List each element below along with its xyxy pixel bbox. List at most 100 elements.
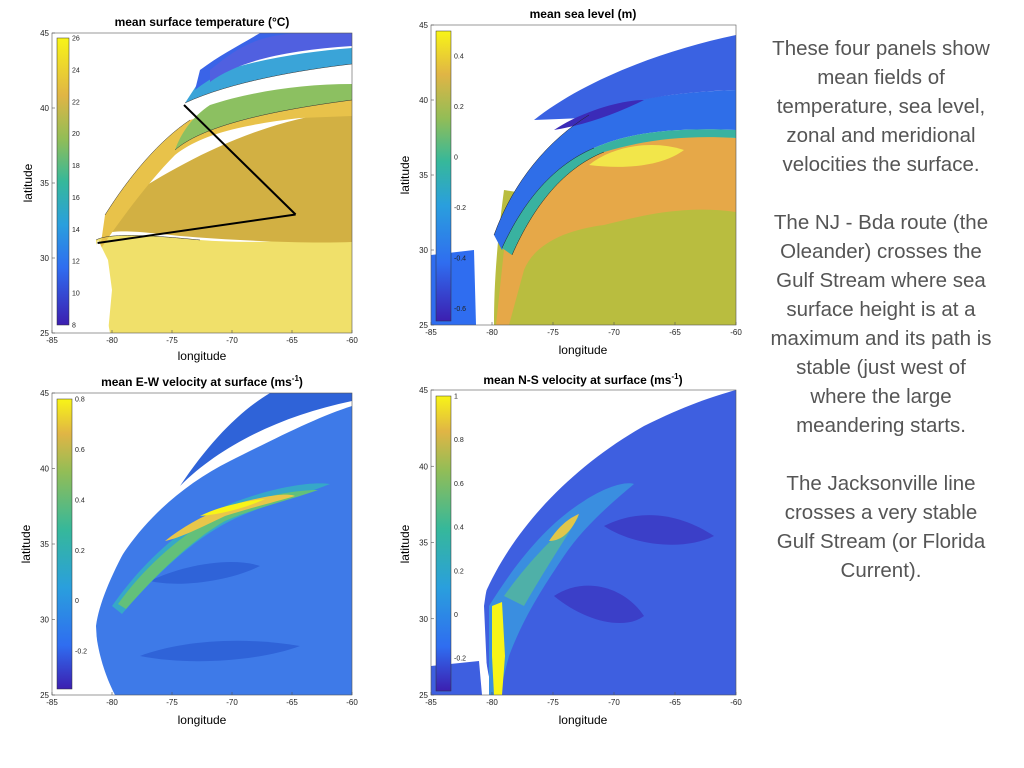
colorbar-tick-label: 10 — [72, 291, 80, 298]
x-axis-label: longitude — [559, 713, 608, 727]
y-tick-label: 30 — [419, 615, 428, 624]
panel-ns-velocity: mean N-S velocity at surface (ms-1) -0.2… — [384, 366, 764, 736]
ns-velocity-map: mean N-S velocity at surface (ms-1) -0.2… — [398, 372, 742, 727]
x-axis-label: longitude — [559, 343, 608, 357]
westward-patch-1 — [150, 561, 260, 584]
colorbar-tick-label: 0.6 — [75, 447, 85, 454]
northward-band-2 — [504, 516, 579, 606]
colorbar-tick-label: 0 — [454, 155, 458, 162]
x-tick-label: -65 — [669, 698, 681, 707]
gulf-stream-jet-max — [200, 499, 265, 516]
x-tick-label: -80 — [106, 698, 118, 707]
panel-title: mean N-S velocity at surface (ms-1) — [483, 372, 682, 387]
x-tick-label: -65 — [286, 336, 298, 345]
ocean-north-dark — [554, 100, 644, 130]
colorbar-tick-label: -0.6 — [454, 306, 466, 313]
route-line — [97, 213, 296, 244]
ocean-warm-south — [96, 235, 352, 333]
sea-level-map: mean sea level (m) -0.6 -0.4 -0.2 0 0.2 0.4 -… — [398, 7, 742, 357]
colorbar — [435, 30, 452, 322]
southward-patch-2 — [604, 515, 714, 545]
y-tick-label: 40 — [40, 465, 49, 474]
x-tick-label: -85 — [46, 336, 58, 345]
x-tick-label: -70 — [608, 698, 620, 707]
y-tick-label: 45 — [419, 386, 428, 395]
colorbar-tick-label: 0.2 — [454, 104, 464, 111]
y-tick-label: 25 — [40, 329, 49, 338]
colorbar-tick-label: 0 — [75, 598, 79, 605]
y-tick-label: 35 — [40, 540, 49, 549]
northward-core — [549, 514, 579, 541]
colorbar-tick-label: 1 — [454, 394, 458, 401]
ocean-background — [95, 406, 352, 695]
ew-velocity-map: mean E-W velocity at surface (ms-1) -0.2… — [19, 374, 358, 727]
y-tick-label: 25 — [40, 691, 49, 700]
ocean-slope — [494, 90, 736, 250]
y-tick-label: 45 — [419, 21, 428, 30]
colorbar-tick-label: -0.4 — [454, 255, 466, 262]
y-tick-label: 35 — [419, 539, 428, 548]
y-tick-label: 30 — [40, 616, 49, 625]
x-tick-label: -60 — [730, 328, 742, 337]
x-tick-label: -65 — [286, 698, 298, 707]
coast-land — [431, 25, 634, 325]
x-tick-label: -70 — [226, 336, 238, 345]
caption-paragraph: The NJ - Bda route (the Oleander) crosse… — [770, 211, 992, 437]
x-tick-label: -60 — [346, 698, 358, 707]
y-tick-label: 40 — [40, 104, 49, 113]
ocean-shelf — [180, 393, 352, 486]
colorbar-tick-label: 0.2 — [75, 548, 85, 555]
y-tick-label: 35 — [40, 179, 49, 188]
colorbar-tick-label: 0.8 — [75, 397, 85, 404]
colorbar-tick-label: 0.4 — [454, 54, 464, 61]
colorbar-tick-label: 0 — [454, 612, 458, 619]
y-tick-label: 25 — [419, 321, 428, 330]
gulf-stream-jet-core — [165, 494, 295, 541]
y-tick-label: 40 — [419, 462, 428, 471]
x-tick-label: -80 — [486, 328, 498, 337]
colorbar — [435, 395, 452, 692]
caption-paragraph: The Jacksonville line crosses a very sta… — [776, 472, 986, 582]
colorbar-tick-label: 0.6 — [454, 481, 464, 488]
x-tick-label: -85 — [425, 328, 437, 337]
colorbar-tick-label: 18 — [72, 163, 80, 170]
y-axis-label: latitude — [398, 524, 412, 563]
x-tick-label: -60 — [730, 698, 742, 707]
route-line — [183, 104, 297, 216]
ocean-gulfstream-band — [175, 84, 352, 150]
y-axis-label: latitude — [21, 163, 35, 202]
x-tick-label: -75 — [166, 336, 178, 345]
coast-land — [52, 393, 260, 695]
westward-patch-2 — [140, 640, 300, 662]
ocean-sargasso — [112, 110, 352, 243]
x-tick-label: -75 — [166, 698, 178, 707]
ocean-slope-water — [185, 48, 352, 103]
colorbar-tick-label: 22 — [72, 99, 80, 106]
ocean-north — [534, 35, 736, 120]
x-tick-label: -80 — [106, 336, 118, 345]
colorbar-tick-label: -0.2 — [454, 656, 466, 663]
ocean-north-shelf — [210, 33, 352, 82]
x-axis-label: longitude — [178, 713, 227, 727]
ocean-ssh-max — [589, 145, 684, 167]
caption-paragraph: These four panels show mean fields of te… — [772, 37, 990, 176]
colorbar-tick-label: -0.2 — [75, 649, 87, 656]
southward-patch-1 — [554, 585, 644, 624]
panel-temperature: mean surface temperature (°C) 8 10 12 14 16 1… — [0, 0, 380, 370]
y-tick-label: 30 — [40, 254, 49, 263]
x-tick-label: -70 — [608, 328, 620, 337]
y-tick-label: 40 — [419, 96, 428, 105]
y-tick-label: 30 — [419, 246, 428, 255]
panel-sea-level: mean sea level (m) -0.6 -0.4 -0.2 0 0.2 0.4 -… — [384, 0, 764, 370]
colorbar — [56, 398, 73, 690]
colorbar-tick-label: 24 — [72, 67, 80, 74]
y-tick-label: 45 — [40, 389, 49, 398]
colorbar-tick-label: 8 — [72, 323, 76, 330]
panel-ew-velocity: mean E-W velocity at surface (ms-1) -0.2… — [0, 366, 380, 736]
y-tick-label: 45 — [40, 29, 49, 38]
colorbar — [56, 37, 70, 326]
x-tick-label: -60 — [346, 336, 358, 345]
ocean-background — [483, 390, 736, 695]
ocean-gradient-band — [502, 129, 736, 255]
x-axis-label: longitude — [178, 349, 227, 363]
